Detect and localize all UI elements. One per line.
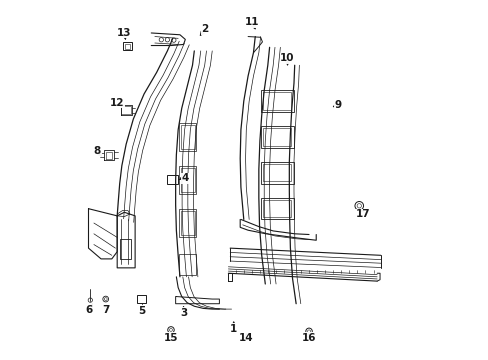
Bar bbox=[260, 126, 293, 148]
Bar bbox=[180, 168, 195, 192]
Bar bbox=[179, 253, 196, 275]
Text: 6: 6 bbox=[85, 305, 92, 315]
Bar bbox=[179, 166, 196, 194]
Bar bbox=[263, 129, 290, 145]
Text: 3: 3 bbox=[180, 308, 187, 318]
Text: 16: 16 bbox=[301, 333, 316, 343]
Text: 5: 5 bbox=[139, 306, 145, 316]
Bar bbox=[263, 200, 290, 217]
Bar bbox=[263, 93, 290, 110]
Text: 4: 4 bbox=[181, 173, 189, 183]
Bar bbox=[180, 125, 195, 149]
Text: 11: 11 bbox=[244, 17, 258, 27]
Bar bbox=[260, 198, 293, 220]
Bar bbox=[137, 295, 146, 303]
Text: 2: 2 bbox=[201, 24, 208, 35]
Text: 1: 1 bbox=[230, 324, 237, 334]
Bar bbox=[120, 239, 131, 259]
Text: 17: 17 bbox=[355, 209, 369, 219]
Text: 8: 8 bbox=[94, 146, 101, 156]
Text: 14: 14 bbox=[239, 333, 253, 343]
Bar bbox=[123, 42, 132, 50]
Text: 12: 12 bbox=[110, 98, 124, 108]
Text: 10: 10 bbox=[280, 53, 294, 63]
Bar bbox=[179, 123, 196, 151]
Bar bbox=[180, 211, 195, 235]
Bar bbox=[167, 175, 178, 184]
Text: 13: 13 bbox=[117, 28, 131, 38]
Bar bbox=[260, 162, 293, 184]
Bar bbox=[124, 44, 130, 49]
Bar bbox=[263, 164, 290, 181]
Text: 9: 9 bbox=[333, 100, 341, 110]
Bar bbox=[260, 90, 293, 112]
Text: 15: 15 bbox=[163, 333, 178, 343]
Bar bbox=[179, 209, 196, 237]
Text: 7: 7 bbox=[102, 305, 110, 315]
